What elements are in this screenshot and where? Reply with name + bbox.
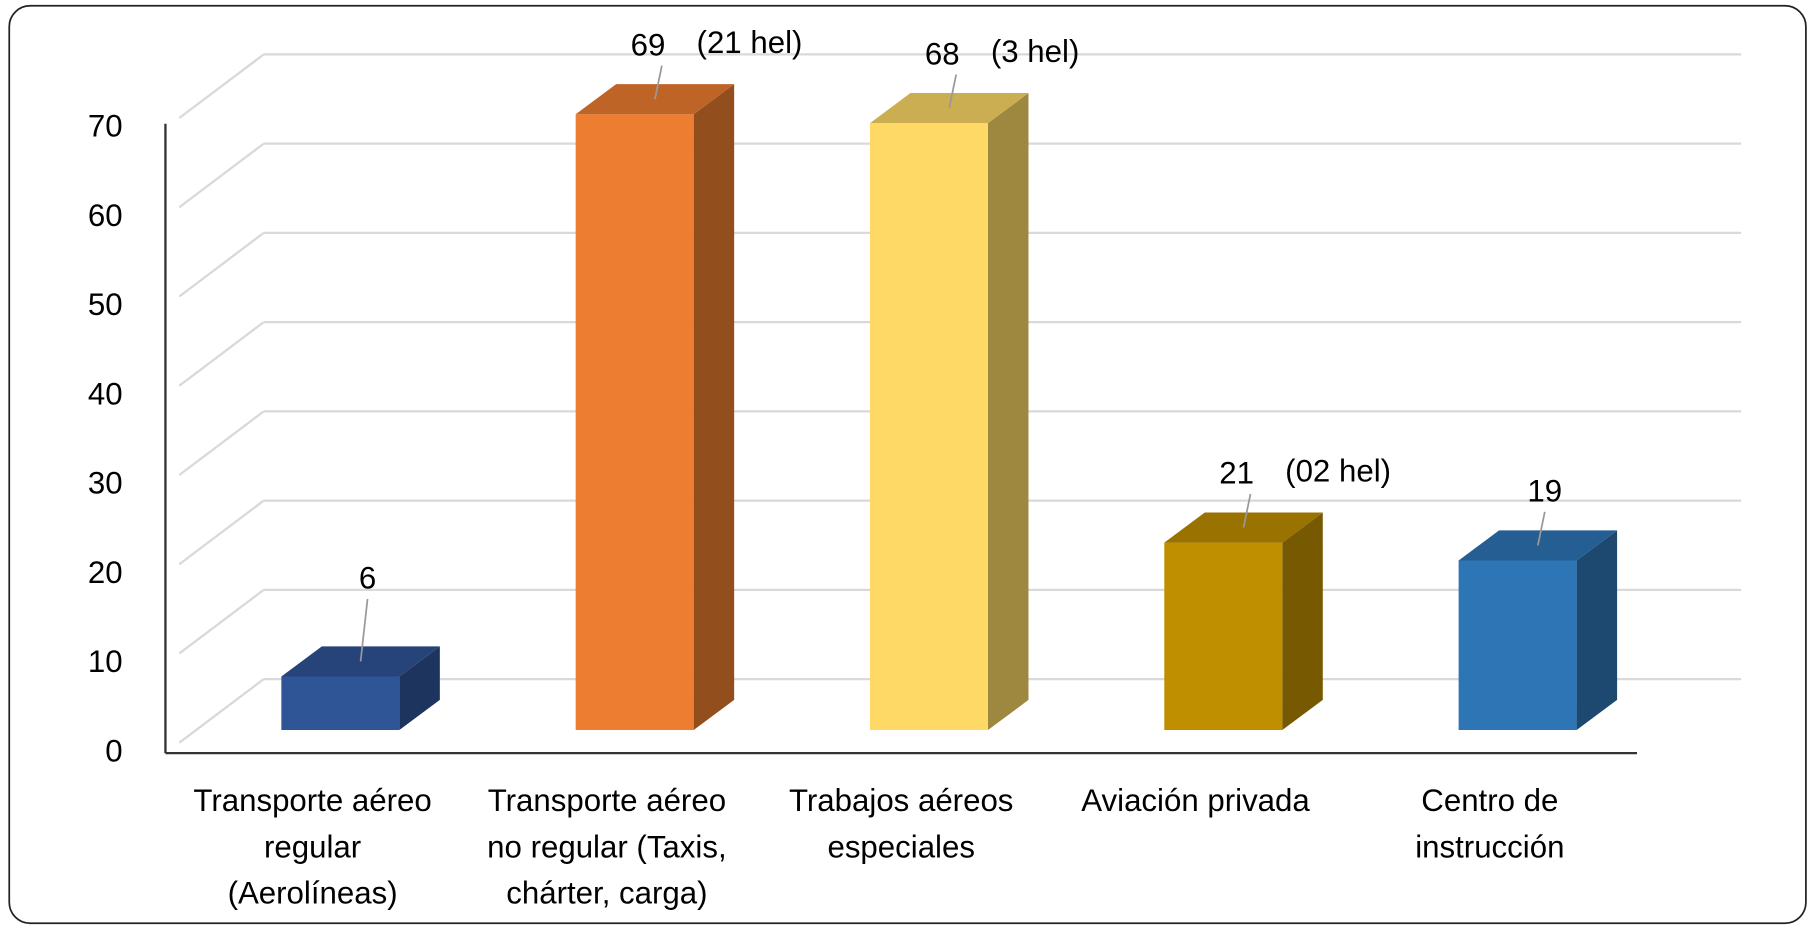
grid-line	[178, 499, 265, 566]
y-tick-label: 0	[105, 733, 122, 768]
annotation: (21 hel)	[697, 25, 803, 60]
y-tick-label: 60	[88, 198, 123, 233]
leader-line	[1242, 493, 1252, 528]
value-label: 19	[1527, 474, 1562, 509]
grid-line	[178, 588, 265, 655]
grid-line	[178, 142, 265, 209]
bar	[281, 676, 400, 731]
x-tick-label: Transporte aéreo	[488, 783, 726, 818]
grid-line	[178, 678, 265, 744]
leader-line	[948, 74, 958, 109]
leader-line	[1537, 511, 1546, 546]
grid-line	[178, 231, 265, 298]
y-tick-label: 40	[88, 376, 123, 411]
bar-side	[693, 84, 735, 731]
x-tick-label: regular	[264, 829, 361, 864]
x-tick-label: Transporte aéreo	[193, 783, 431, 818]
bar	[575, 114, 694, 731]
leader-line	[359, 598, 369, 662]
x-tick-label: chárter, carga)	[506, 876, 707, 911]
value-label: 6	[359, 561, 376, 596]
y-tick-label: 10	[88, 644, 123, 679]
bar-side	[399, 646, 440, 731]
bar-top	[1164, 512, 1323, 543]
x-tick-label: Centro de	[1421, 783, 1558, 818]
bar	[1164, 542, 1283, 731]
bar-side	[1576, 530, 1618, 731]
value-label: 68	[925, 36, 960, 71]
leader-line	[654, 65, 663, 100]
y-tick-label: 20	[88, 555, 123, 590]
annotation: (3 hel)	[991, 34, 1079, 69]
bar-side	[1282, 512, 1323, 731]
x-tick-label: Trabajos aéreos	[789, 783, 1013, 818]
y-tick-label: 70	[88, 109, 123, 144]
grid-line	[178, 53, 265, 119]
bar	[869, 123, 988, 731]
bar-side	[987, 93, 1029, 731]
x-tick-label: no regular (Taxis,	[487, 829, 726, 864]
x-tick-label: instrucción	[1415, 829, 1564, 864]
value-label: 69	[631, 27, 666, 62]
y-tick-label: 30	[88, 466, 123, 501]
annotation: (02 hel)	[1285, 453, 1391, 488]
grid-line	[178, 321, 265, 387]
x-tick-label: especiales	[827, 829, 975, 864]
grid-line	[178, 410, 265, 476]
x-tick-label: Aviación privada	[1081, 783, 1310, 818]
y-tick-label: 50	[88, 287, 123, 322]
x-tick-label: (Aerolíneas)	[228, 876, 398, 911]
value-label: 21	[1219, 456, 1254, 491]
bar	[1458, 560, 1577, 731]
